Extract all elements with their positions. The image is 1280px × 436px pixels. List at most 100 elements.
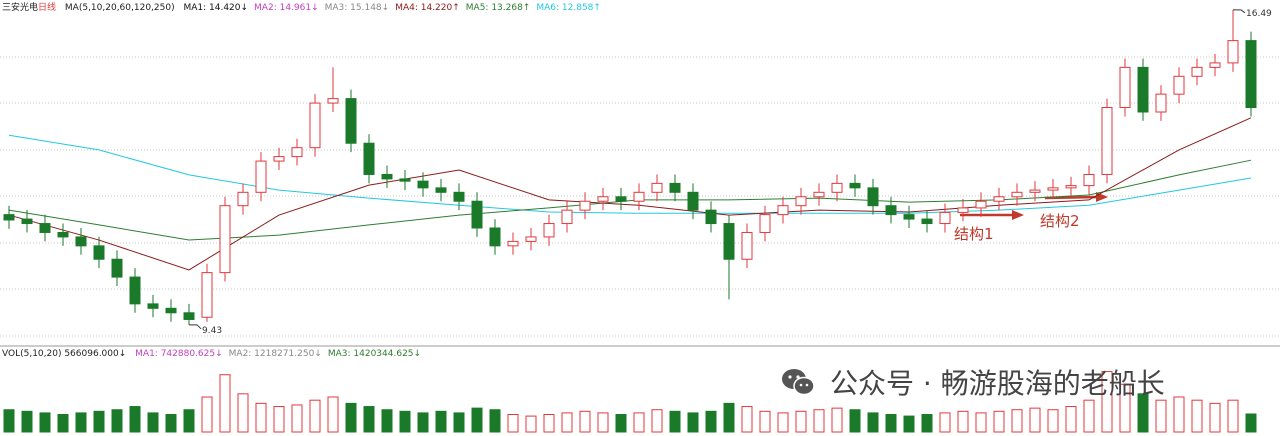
volume-header: VOL(5,10,20) 566096.000↓ MA1: 742880.625… [2,349,427,359]
candle-body [129,276,141,305]
volume-bar [435,410,447,433]
candle-body [633,191,645,202]
volume-bar [831,407,843,433]
volume-bar [291,404,303,433]
candle-body [417,180,429,189]
volume-bar [885,414,897,433]
volume-bar [525,415,537,433]
candle-body [255,160,267,193]
candle-body [561,209,573,225]
volume-bar [1047,409,1059,433]
volume-bar [759,410,771,433]
volume-bar [93,410,105,433]
candle-body [381,173,393,180]
candle-body [219,205,231,274]
candle-body [759,214,771,233]
volume-bar [903,415,915,433]
volume-bar [147,412,159,433]
volume-bar [219,374,231,433]
volume-bar [255,402,267,433]
volume-bar [1083,399,1095,433]
ma-label: MA1: 742880.625↓ [135,349,223,359]
low-pointer [189,324,202,330]
candle-body [1011,191,1023,198]
low-label: 9.43 [202,326,222,336]
volume-bar [75,412,87,433]
candle-body [3,214,15,221]
volume-bar [561,412,573,433]
ma-label: MA2: 1218271.250↓ [228,349,322,359]
candle-body [669,182,681,193]
volume-bar [165,414,177,433]
candle-body [147,303,159,309]
ma-label: MA3: 1420344.625↓ [327,349,422,359]
wechat-icon [782,369,815,396]
volume-bar [1029,407,1041,433]
volume-bar [687,412,699,433]
volume-bar [1227,399,1239,433]
ma-label: MA1: 14.420↓ [183,3,249,13]
candle-body [1047,187,1059,191]
volume-bar [507,414,519,433]
candle-body [1245,40,1257,109]
high-pointer [1233,9,1246,14]
candle-body [471,200,483,229]
candle-body [453,191,465,202]
candle-body [525,236,537,242]
volume-bar [975,412,987,433]
volume-bar [741,406,753,433]
price-header: 三安光电日线 MA(5,10,20,60,120,250) MA1: 14.42… [2,0,607,13]
candle-body [1083,173,1095,187]
candle-body [705,209,717,225]
candle-body [57,231,69,238]
candle-body [795,196,807,207]
candle-body [885,205,897,216]
candle-body [435,187,447,193]
candle-body [507,240,519,247]
candle-body [111,258,123,278]
candle-body [813,191,825,198]
stock-name: 三安光电 [2,3,39,13]
candle-body [1101,107,1113,175]
candle-body [363,142,375,175]
candle-body [1227,40,1239,64]
candle-body [75,236,87,247]
candle-body [237,191,249,207]
volume-bar [1137,393,1149,433]
volume-bar [399,410,411,433]
watermark-text: 公众号 · 畅游股海的老船长 [830,367,1165,400]
period: 日线 [38,3,57,13]
ma-label: MA4: 14.220↑ [395,3,460,13]
volume-bar [723,402,735,433]
candle-body [1065,185,1077,189]
volume-bar [129,406,141,433]
volume-bar [813,409,825,433]
candle-body [1119,66,1131,109]
candle-body [309,102,321,149]
volume-bar [669,410,681,433]
volume-bar [1011,409,1023,433]
volume-bar [489,409,501,433]
candle-body [1173,75,1185,95]
candle-body [489,227,501,247]
volume-bar [1101,371,1113,433]
volume-bar [597,412,609,433]
volume-bar [345,402,357,433]
candle-body [651,182,663,193]
volume-bar [201,396,213,433]
candle-body [291,147,303,158]
volume-ma-labels: MA1: 742880.625↓ MA2: 1218271.250↓ MA3: 14… [135,349,427,359]
volume-bar [3,409,15,433]
volume-bar [993,410,1005,433]
candle-body [93,245,105,260]
volume-bar [633,412,645,433]
volume-bar [327,396,339,433]
volume-bar [1119,383,1131,433]
candle-body [39,223,51,233]
candle-body [183,312,195,320]
candle-body [939,211,951,225]
volume-bar [381,409,393,433]
volume-bar [921,414,933,433]
candle-body [993,196,1005,202]
